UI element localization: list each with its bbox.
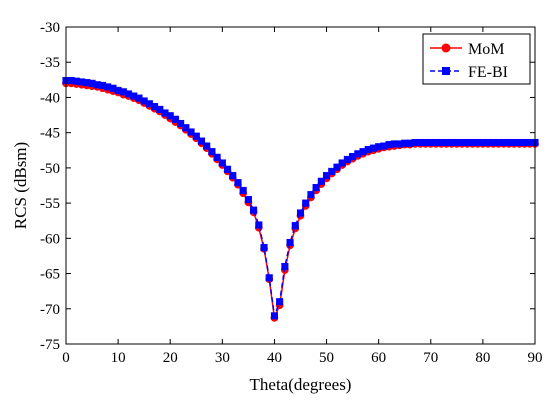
data-point-fe-bi [197,137,206,145]
legend-box [422,33,531,85]
x-tick-label: 30 [215,350,230,366]
x-tick-label: 10 [111,350,126,366]
data-point-fe-bi [192,132,200,140]
data-point-fe-bi [182,124,190,132]
x-tick-label: 0 [62,350,70,366]
legend-label-febi: FE-BI [468,64,508,81]
y-tick-label: -65 [40,267,60,283]
data-point-fe-bi [317,177,325,185]
data-point-fe-bi [234,179,242,187]
data-point-fe-bi [270,312,278,320]
data-point-fe-bi [218,159,226,167]
x-tick-label: 70 [423,350,438,366]
data-point-fe-bi [286,239,294,247]
data-point-fe-bi [250,206,258,214]
ticks-layer: 0 10 20 30 40 50 60 70 80 90 -30 -35 -40 -45 -50 -55 -60… [40,20,543,366]
y-tick-label: -60 [40,231,60,247]
x-tick-label: 80 [475,350,490,366]
x-tick-label: 20 [163,350,178,366]
data-point-fe-bi [302,199,310,207]
y-tick-label: -70 [40,302,60,318]
data-point-fe-bi [328,167,336,175]
legend: MoM FE-BI [422,33,531,85]
data-point-fe-bi [291,222,299,230]
data-point-fe-bi [296,209,305,217]
data-point-fe-bi [276,298,284,306]
data-point-fe-bi [265,274,273,282]
y-tick-label: -35 [40,55,60,71]
data-point-fe-bi [223,165,232,173]
x-tick-label: 90 [528,350,543,366]
x-tick-label: 50 [319,350,334,366]
data-point-fe-bi [239,186,247,194]
x-tick-label: 40 [267,350,282,366]
y-tick-label: -30 [40,20,60,36]
legend-marker-mom [441,43,451,53]
plot-frame [65,26,536,345]
data-point-fe-bi [281,262,289,271]
data-point-fe-bi [208,148,216,156]
data-point-fe-bi [307,191,315,199]
y-tick-label: -55 [40,196,60,212]
y-tick-label: -75 [40,337,60,353]
data-point-fe-bi [229,172,237,180]
data-point-fe-bi [203,142,211,150]
legend-label-mom: MoM [468,41,504,58]
y-tick-label: -50 [40,161,60,177]
data-point-fe-bi [260,243,268,252]
data-point-fe-bi [244,196,252,204]
data-point-fe-bi [213,153,221,161]
y-tick-label: -45 [40,126,60,142]
data-point-fe-bi [312,184,320,192]
data-point-fe-bi [323,172,331,180]
data-point-fe-bi [255,221,263,229]
data-point-fe-bi [333,163,341,171]
legend-marker-febi [442,67,450,75]
x-tick-label: 60 [371,350,386,366]
data-point-fe-bi [187,128,195,136]
series-layer [62,76,539,322]
y-tick-label: -40 [40,90,60,106]
x-axis-title: Theta(degrees) [250,375,352,394]
data-point-fe-bi [171,115,179,123]
y-axis-title: RCS (dBsm) [11,142,30,229]
data-point-fe-bi [177,119,185,128]
